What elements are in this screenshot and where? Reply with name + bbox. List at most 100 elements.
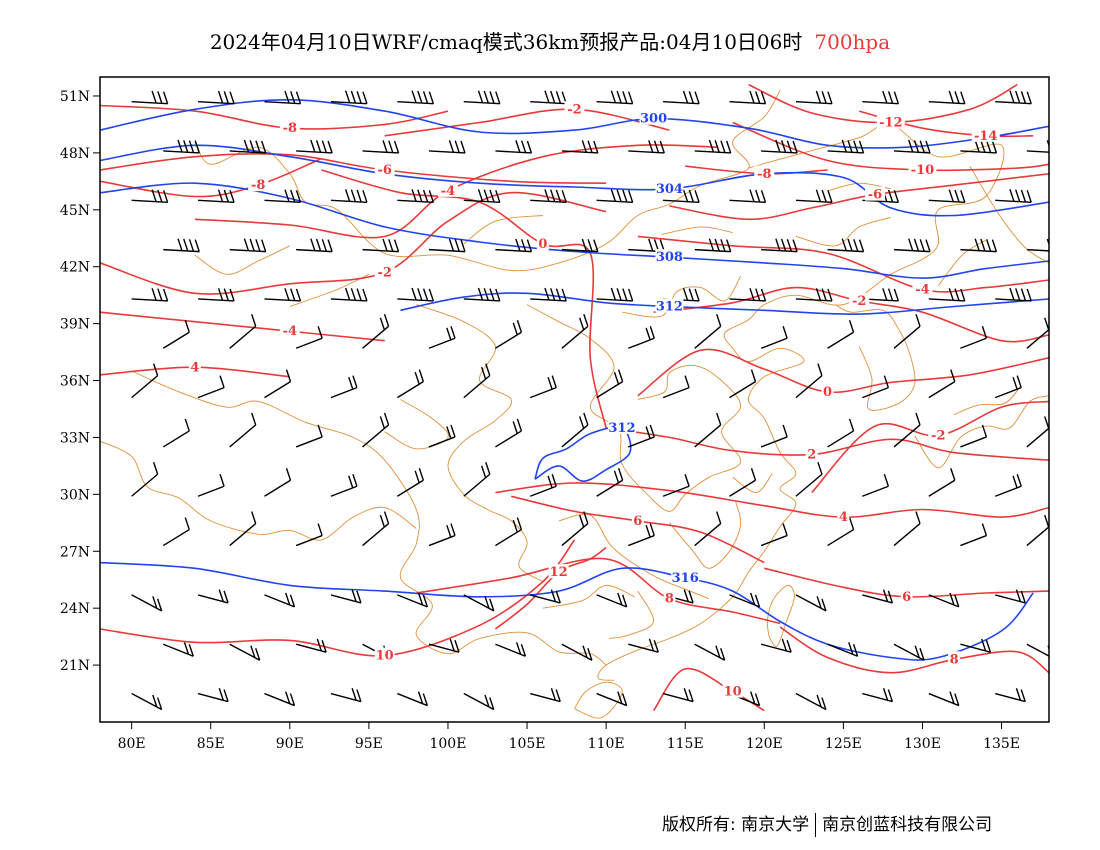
boundary-line: [416, 304, 544, 582]
wind-barb: [295, 424, 323, 448]
height-contour-line: [100, 144, 1049, 217]
wind-barb: [760, 523, 788, 547]
wind-barb: [362, 511, 390, 547]
wind-barbs: [131, 90, 1049, 711]
wind-barb: [463, 189, 501, 204]
height-contour-line: [534, 426, 632, 482]
wind-barb: [264, 288, 302, 302]
wind-barb: [529, 375, 557, 399]
wind-barb: [530, 189, 567, 204]
lat-tick-label: 27N: [60, 544, 90, 560]
wind-barb: [596, 369, 624, 399]
lat-tick-label: 30N: [60, 487, 90, 503]
wind-barb: [729, 369, 757, 399]
wind-barb: [295, 523, 323, 547]
boundary-line: [661, 226, 733, 235]
wind-barb: [428, 638, 460, 653]
height-contour-label-bg: [639, 110, 668, 125]
wind-barb: [428, 424, 456, 448]
height-contour-label: 304: [656, 182, 683, 197]
lon-tick-label: 135E: [983, 736, 1020, 752]
wind-barb: [561, 314, 589, 349]
height-contour-label-bg: [671, 569, 700, 584]
boundary-line: [914, 395, 1049, 469]
wind-barb: [960, 238, 998, 253]
temperature-contour-label-bg: [908, 161, 937, 176]
temperature-contour-line: [494, 546, 607, 630]
wind-barb: [229, 238, 267, 253]
wind-barb: [428, 238, 466, 253]
wind-barb: [163, 642, 194, 657]
temperature-contour-line: [495, 482, 1049, 518]
boundary-line: [766, 584, 795, 647]
lon-tick-label: 115E: [667, 736, 704, 752]
lat-tick-label: 21N: [60, 658, 90, 674]
wind-barb: [131, 189, 169, 204]
wind-barb: [862, 474, 890, 497]
wind-barb: [893, 412, 921, 448]
wind-barb: [264, 90, 302, 105]
wind-barb: [530, 287, 567, 302]
wind-barb: [760, 326, 788, 349]
wind-barb: [463, 363, 491, 399]
boundary-line: [526, 304, 742, 512]
wind-barb: [960, 326, 988, 349]
wind-barb: [229, 139, 267, 154]
map-title: 2024年04月10日WRF/cmaq模式36km预报产品:04月10日06时 7…: [0, 26, 1100, 55]
wind-barb: [197, 375, 225, 399]
wind-barb: [495, 418, 523, 448]
temperature-contour-label-bg: [248, 177, 269, 192]
wind-barb: [893, 643, 925, 661]
temperature-contour-line: [637, 235, 1049, 293]
wind-barb: [795, 288, 833, 302]
wind-barb: [229, 511, 257, 547]
wind-barb: [295, 326, 323, 349]
boundary-line: [609, 590, 655, 639]
boundary-line: [835, 304, 916, 411]
temperature-contour-line: [669, 173, 1049, 221]
wind-barb: [827, 320, 855, 349]
wind-barb: [729, 592, 761, 608]
wind-barb: [760, 424, 788, 448]
wind-barb: [663, 90, 700, 105]
boundary-line: [621, 275, 741, 318]
temperature-contour-label-bg: [631, 512, 644, 527]
temperature-contour-line: [416, 557, 781, 625]
wind-barb: [694, 412, 722, 448]
wind-barb: [295, 638, 327, 653]
boundary-line: [969, 165, 1049, 264]
wind-barb: [628, 140, 665, 154]
temperature-contour-label: -2: [931, 429, 945, 444]
temperature-contour-label-bg: [865, 186, 886, 201]
temperature-contour-label: 10: [724, 685, 742, 700]
wind-barb: [662, 375, 690, 399]
wind-barb: [960, 523, 988, 547]
footer-left: 版权所有: 南京大学: [662, 815, 810, 835]
wind-barb: [729, 189, 767, 204]
wind-barb: [162, 418, 190, 448]
boundary-line: [574, 681, 623, 719]
temperature-contour-label-bg: [722, 683, 743, 698]
height-contour-line: [100, 561, 1034, 661]
boundary-line: [669, 501, 742, 569]
lon-tick-label: 125E: [825, 736, 862, 752]
temperature-contour-label-bg: [971, 127, 1000, 142]
wind-barb: [463, 594, 495, 612]
wind-barb: [893, 139, 931, 154]
wind-barb: [362, 238, 400, 253]
wind-barb: [131, 594, 163, 612]
boundary-line: [732, 473, 773, 493]
temperature-contour-label-bg: [374, 161, 395, 176]
boundary-line: [463, 215, 543, 245]
temperature-contour-label: -8: [251, 178, 265, 193]
lon-tick-label: 130E: [904, 736, 941, 752]
temperature-contour-label-bg: [900, 588, 913, 603]
title-level: 700hpa: [814, 30, 891, 54]
wind-barb: [362, 140, 400, 154]
wind-barb: [131, 462, 159, 497]
wind-barb: [862, 375, 890, 399]
wind-barb: [928, 189, 966, 204]
wind-barb: [760, 638, 792, 653]
temperature-contour-label-bg: [849, 292, 870, 307]
wind-barb: [596, 468, 624, 497]
